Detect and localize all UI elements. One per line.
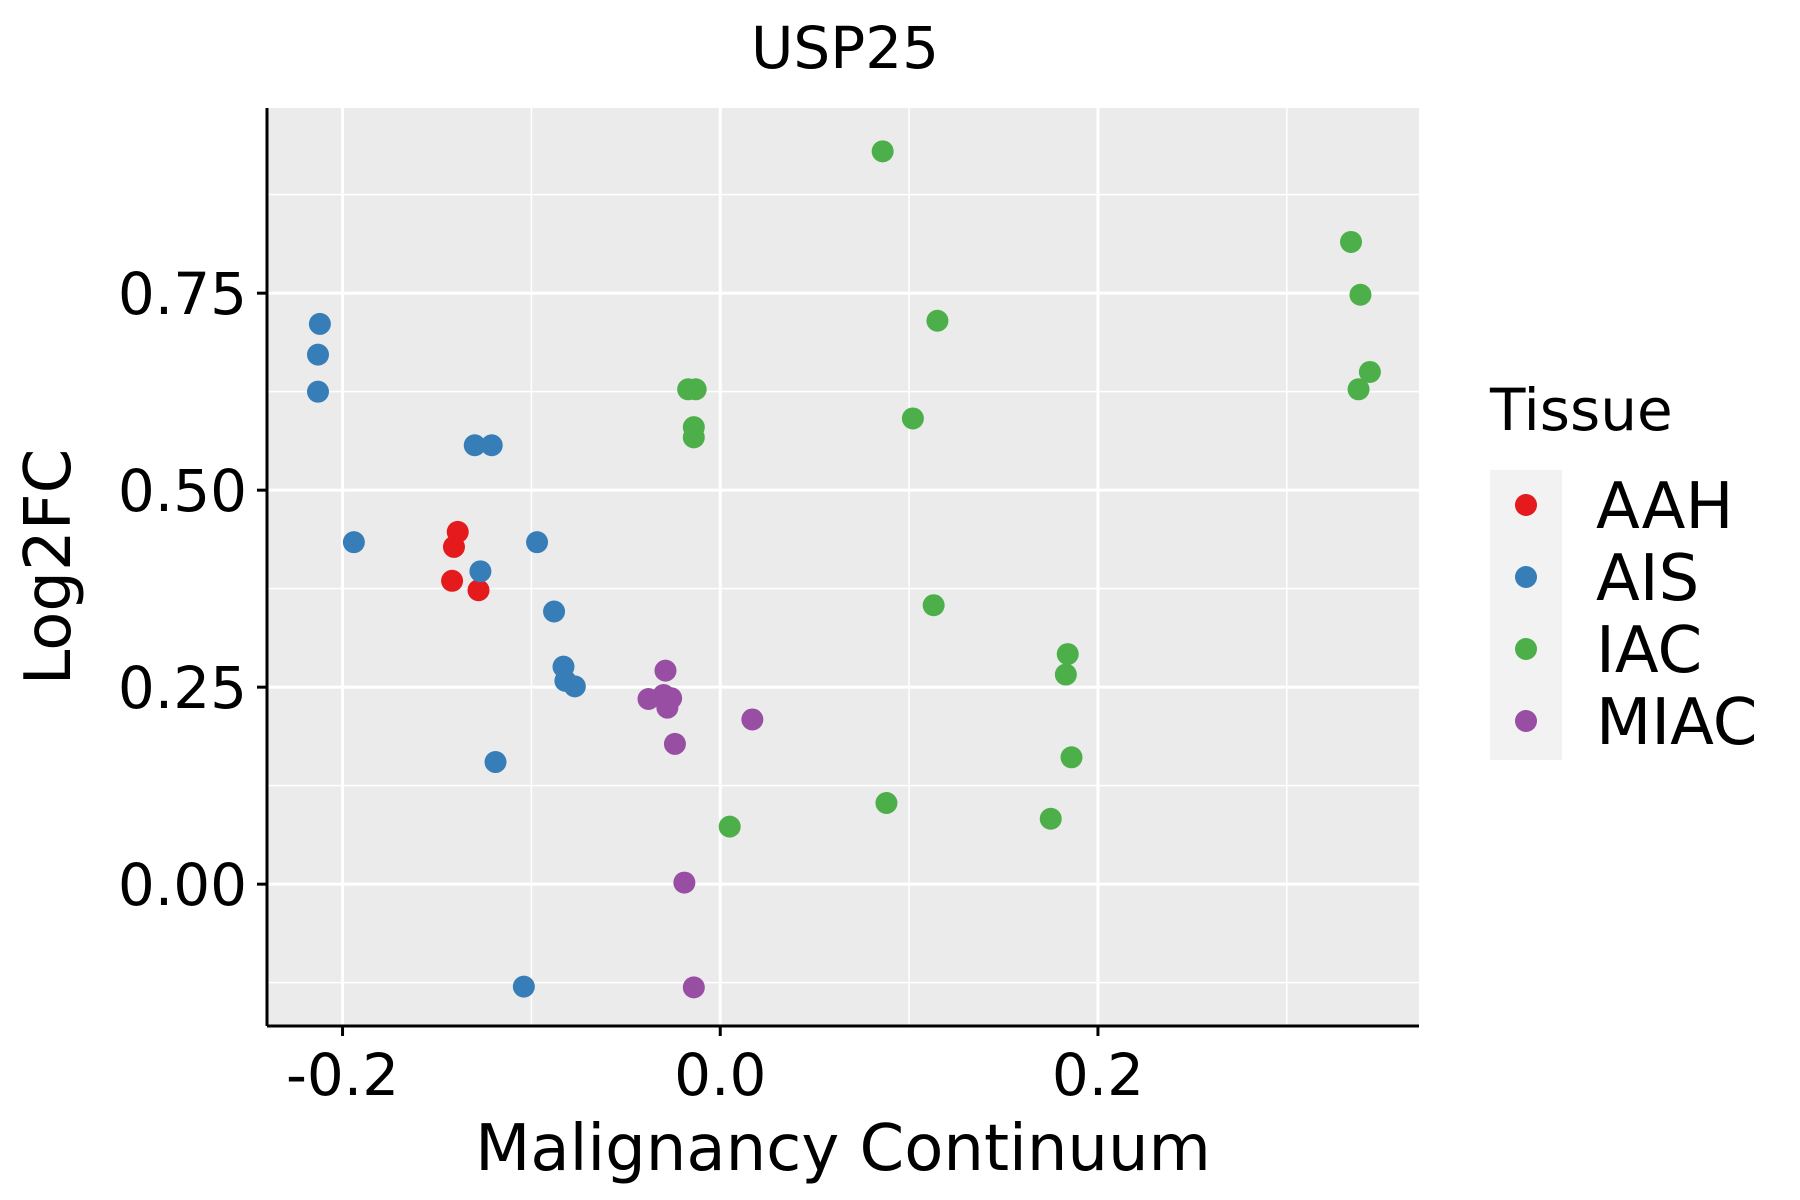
legend-key-ais <box>1515 566 1537 588</box>
y-tick-label: 0.50 <box>118 457 247 525</box>
data-point-ais <box>563 675 586 698</box>
data-point-miac <box>741 708 764 731</box>
data-point-miac <box>682 976 705 999</box>
data-point-iac <box>1039 807 1062 830</box>
legend-key-miac <box>1515 710 1537 732</box>
data-point-iac <box>1340 230 1363 253</box>
legend-label-aah: AAH <box>1596 470 1733 544</box>
x-tick-label: 0.2 <box>1052 1041 1144 1109</box>
data-point-miac <box>654 659 677 682</box>
x-axis-title: Malignancy Continuum <box>475 1112 1211 1186</box>
data-point-aah <box>442 535 465 558</box>
data-point-iac <box>922 594 945 617</box>
data-point-ais <box>480 434 503 457</box>
major-gridlines <box>267 108 1419 1026</box>
data-point-ais <box>526 531 549 554</box>
data-point-ais <box>306 380 329 403</box>
data-point-ais <box>484 751 507 774</box>
data-point-iac <box>875 792 898 815</box>
x-tick-label: -0.2 <box>286 1041 399 1109</box>
data-point-ais <box>308 312 331 335</box>
legend-key-aah <box>1515 494 1537 516</box>
data-point-miac <box>663 732 686 755</box>
data-point-miac <box>673 871 696 894</box>
x-axis-ticks: -0.2 0.0 0.2 <box>286 1026 1144 1109</box>
data-point-aah <box>467 579 490 602</box>
y-axis-title: Log2FC <box>12 449 86 686</box>
data-point-iac <box>1358 360 1381 383</box>
y-axis-ticks: 0.00 0.25 0.50 0.75 <box>118 260 267 919</box>
data-point-ais <box>463 434 486 457</box>
data-point-iac <box>901 407 924 430</box>
data-point-iac <box>1347 378 1370 401</box>
legend-label-iac: IAC <box>1596 614 1702 688</box>
x-tick-label: 0.0 <box>674 1041 766 1109</box>
legend-title: Tissue <box>1489 376 1673 444</box>
data-point-iac <box>1056 643 1079 666</box>
chart-title: USP25 <box>751 14 939 82</box>
data-point-iac <box>1060 746 1083 769</box>
data-point-ais <box>342 531 365 554</box>
legend-label-ais: AIS <box>1596 542 1699 616</box>
legend-key-iac <box>1515 638 1537 660</box>
data-point-iac <box>1054 663 1077 686</box>
data-point-aah <box>441 569 464 592</box>
data-point-ais <box>469 560 492 583</box>
data-point-ais <box>543 600 566 623</box>
y-tick-label: 0.25 <box>118 654 247 722</box>
data-points <box>306 140 1381 999</box>
y-tick-label: 0.75 <box>118 260 247 328</box>
data-point-iac <box>718 815 741 838</box>
plot-panel <box>267 108 1419 1026</box>
data-point-miac <box>656 696 679 719</box>
data-point-iac <box>684 378 707 401</box>
data-point-iac <box>926 309 949 332</box>
legend-label-miac: MIAC <box>1596 686 1757 760</box>
data-point-iac <box>682 426 705 449</box>
data-point-ais <box>512 975 535 998</box>
data-point-iac <box>871 140 894 163</box>
data-point-iac <box>1349 283 1372 306</box>
data-point-ais <box>306 343 329 366</box>
y-tick-label: 0.00 <box>118 851 247 919</box>
